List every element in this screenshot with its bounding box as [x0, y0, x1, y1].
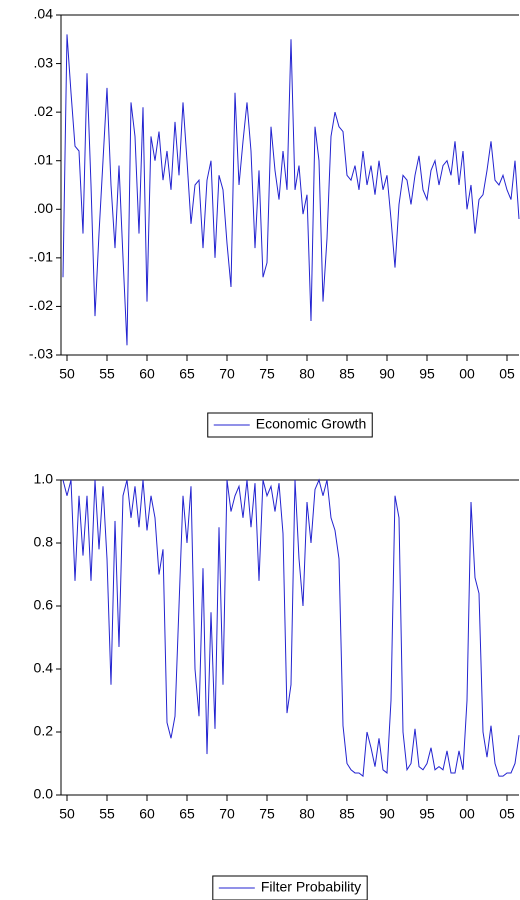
x-tick-label: 60 [139, 366, 155, 382]
x-tick-label: 55 [99, 366, 115, 382]
y-tick-label: 0.4 [34, 660, 54, 676]
y-tick-label: 0.6 [34, 597, 54, 613]
legend-label: Filter Probability [261, 879, 361, 895]
y-tick-label: -.03 [29, 346, 53, 362]
y-tick-label: 0.2 [34, 723, 54, 739]
x-tick-label: 60 [139, 806, 155, 822]
data-line [62, 478, 520, 778]
y-tick-label: .02 [34, 103, 54, 119]
x-tick-label: 70 [219, 366, 235, 382]
x-tick-label: 05 [499, 366, 515, 382]
legend-box [207, 412, 373, 438]
x-tick-label: 00 [459, 366, 475, 382]
y-tick-label: -.01 [29, 249, 53, 265]
x-tick-label: 95 [419, 806, 435, 822]
legend-box [212, 875, 368, 900]
plot-frame [60, 479, 519, 796]
y-tick-label: .03 [34, 54, 54, 70]
y-tick-label: .01 [34, 151, 54, 167]
legend-label: Economic Growth [256, 416, 366, 432]
y-tick-label: .04 [34, 6, 54, 22]
y-tick-label: .00 [34, 200, 54, 216]
x-tick-label: 75 [259, 366, 275, 382]
x-tick-label: 50 [59, 806, 75, 822]
x-tick-label: 80 [299, 366, 315, 382]
x-tick-label: 90 [379, 806, 395, 822]
plot-frame [60, 14, 519, 356]
x-tick-label: 65 [179, 806, 195, 822]
data-line [62, 34, 520, 346]
x-tick-label: 55 [99, 806, 115, 822]
x-tick-label: 75 [259, 806, 275, 822]
x-tick-label: 95 [419, 366, 435, 382]
x-tick-label: 80 [299, 806, 315, 822]
x-tick-label: 85 [339, 806, 355, 822]
y-tick-label: 1.0 [34, 471, 54, 487]
x-tick-label: 85 [339, 366, 355, 382]
y-tick-label: 0.0 [34, 786, 54, 802]
x-tick-label: 00 [459, 806, 475, 822]
x-tick-label: 50 [59, 366, 75, 382]
y-tick-label: 0.8 [34, 534, 54, 550]
x-tick-label: 90 [379, 366, 395, 382]
x-tick-label: 65 [179, 366, 195, 382]
x-tick-label: 70 [219, 806, 235, 822]
y-tick-label: -.02 [29, 297, 53, 313]
x-tick-label: 05 [499, 806, 515, 822]
